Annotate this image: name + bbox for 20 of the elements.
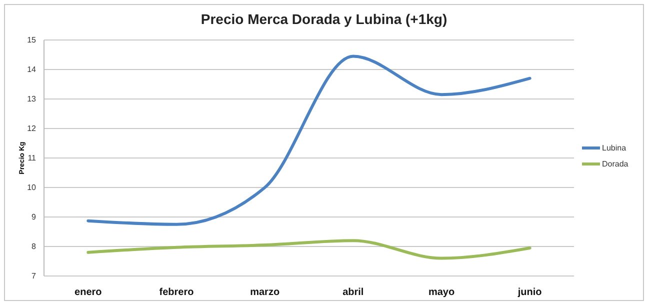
x-tick-label: marzo bbox=[250, 287, 280, 298]
x-tick-label: junio bbox=[516, 287, 542, 298]
y-tick-label: 15 bbox=[27, 36, 37, 45]
x-tick-label: enero bbox=[74, 287, 102, 298]
y-tick-label: 7 bbox=[32, 272, 37, 281]
chart-title: Precio Merca Dorada y Lubina (+1kg) bbox=[200, 11, 448, 27]
line-series bbox=[86, 239, 532, 260]
y-tick-label: 14 bbox=[27, 65, 37, 74]
y-tick-label: 10 bbox=[27, 183, 37, 192]
legend-label: Lubina bbox=[602, 144, 627, 153]
x-tick-label: mayo bbox=[428, 287, 455, 298]
legend-label: Dorada bbox=[602, 160, 629, 169]
line-series bbox=[86, 54, 532, 226]
y-tick-label: 8 bbox=[32, 242, 37, 252]
x-tick-label: abril bbox=[342, 287, 364, 298]
y-tick-label: 9 bbox=[32, 212, 37, 222]
x-tick-label: febrero bbox=[159, 287, 194, 298]
y-tick-label: 12 bbox=[27, 124, 37, 134]
y-tick-label: 13 bbox=[27, 94, 37, 104]
y-tick-label: 11 bbox=[28, 154, 37, 163]
